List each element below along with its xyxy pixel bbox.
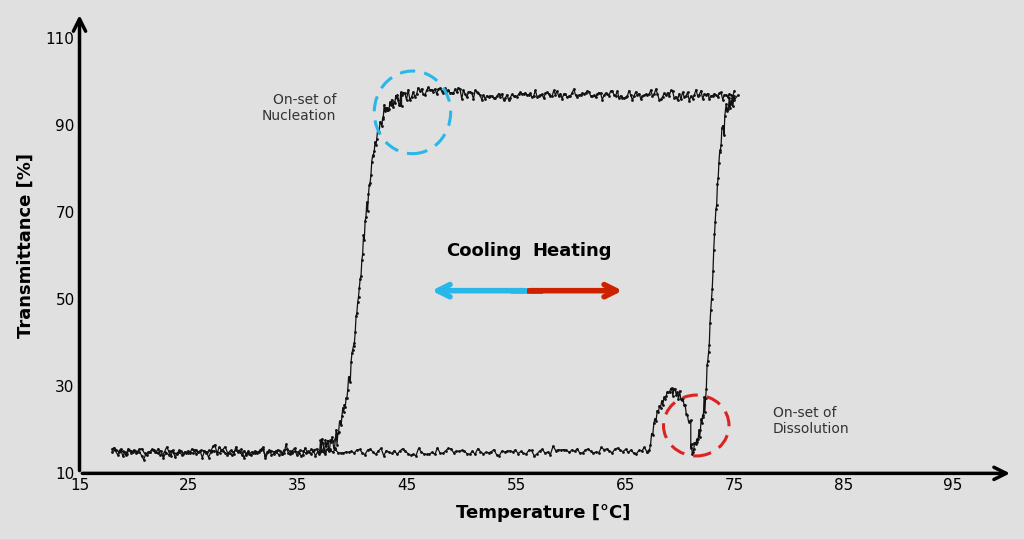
X-axis label: Temperature [°C]: Temperature [°C]	[457, 505, 631, 522]
Y-axis label: Transmittance [%]: Transmittance [%]	[16, 153, 35, 337]
Text: Heating: Heating	[532, 242, 612, 260]
Text: On-set of
Nucleation: On-set of Nucleation	[262, 93, 336, 123]
Text: On-set of
Dissolution: On-set of Dissolution	[773, 406, 849, 436]
Text: Cooling: Cooling	[446, 242, 521, 260]
